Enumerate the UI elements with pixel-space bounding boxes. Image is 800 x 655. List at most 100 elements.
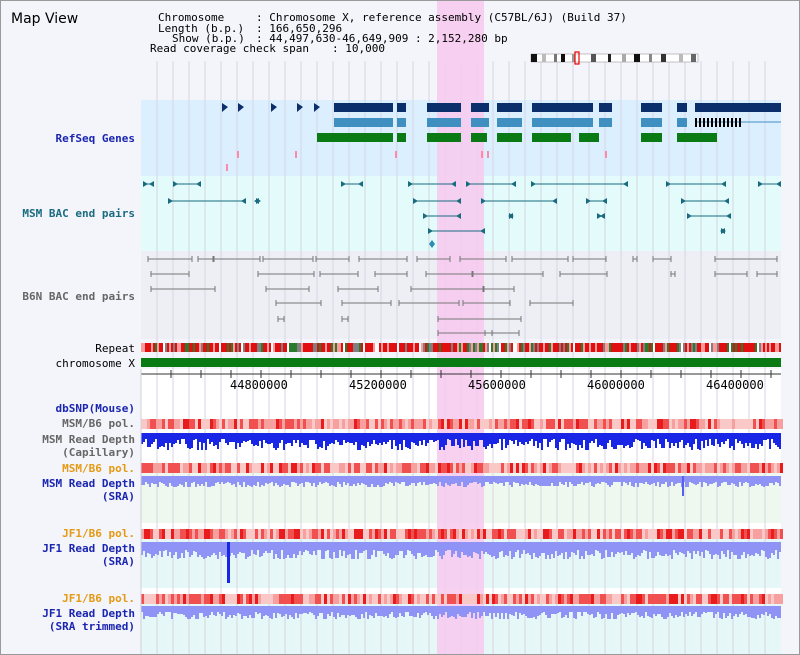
depth-bar [335,542,337,558]
depth-bar [593,606,595,618]
pol-heat-cell [531,463,534,473]
depth-bar [663,606,665,619]
repeat-block [261,343,263,352]
depth-bar [751,542,753,555]
repeat-block [579,343,581,352]
pol-heat-cell [426,529,429,539]
depth-bar [267,476,269,484]
track-label-msm-b6-pol-capillary[interactable]: MSM/B6 pol. [62,417,135,430]
depth-bar [709,542,711,554]
repeat-block [725,343,727,352]
depth-bar [583,542,585,559]
depth-bar [267,606,269,616]
pol-heat-cell [666,529,669,539]
depth-bar [217,433,219,449]
pol-heat-cell [741,594,744,604]
depth-bar [693,606,695,614]
pol-heat-cell [480,594,483,604]
pol-heat-cell [501,463,504,473]
pol-heat-cell [192,463,195,473]
pol-heat-cell [591,419,594,429]
depth-bar [235,476,237,487]
repeat-block [373,343,375,352]
depth-bar [471,542,473,558]
pol-heat-cell [366,419,369,429]
depth-bar [725,433,727,441]
depth-bar [261,433,263,448]
pol-heat-cell [708,529,711,539]
track-label-msm-read-depth-capillary[interactable]: MSM Read Depth [42,433,135,446]
bac-end-marker [466,181,471,187]
repeat-block [249,343,251,352]
repeat-block [533,343,535,352]
track-label-msm-read-depth-sra[interactable]: MSM Read Depth [42,477,135,490]
depth-bar [175,476,177,487]
depth-bar [601,433,603,446]
depth-bar [241,433,243,443]
depth-bar [441,476,443,486]
pol-heat-cell [285,419,288,429]
track-label-refseq[interactable]: RefSeq Genes [55,132,135,145]
depth-bar [731,476,733,483]
pol-heat-cell [177,419,180,429]
pol-heat-cell [756,463,759,473]
depth-bar [179,476,181,484]
repeat-block [499,343,501,352]
depth-bar [309,606,311,612]
pol-heat-cell [276,463,279,473]
pol-heat-cell [675,594,678,604]
track-label-jf1-read-depth-trimmed[interactable]: JF1 Read Depth [42,607,135,620]
pol-heat-cell [384,419,387,429]
pol-heat-cell [357,419,360,429]
repeat-block [549,343,551,352]
track-label-jf1-read-depth-sra[interactable]: JF1 Read Depth [42,542,135,555]
depth-bar [393,476,395,486]
repeat-block [233,343,235,352]
repeat-block [145,343,147,352]
pol-heat-cell [471,594,474,604]
depth-bar [441,433,443,447]
depth-bar [255,433,257,445]
depth-bar [633,606,635,613]
depth-bar [481,606,483,616]
pol-heat-cell [213,419,216,429]
pol-heat-cell [276,594,279,604]
pol-heat-cell [195,419,198,429]
depth-bar [689,542,691,553]
depth-bar [283,476,285,484]
depth-bar [181,433,183,439]
pol-heat-cell [147,419,150,429]
track-label-msm-bac[interactable]: MSM BAC end pairs [22,207,135,220]
depth-bar [515,606,517,612]
pol-heat-cell [633,419,636,429]
pol-heat-cell [423,419,426,429]
pol-heat-cell [213,463,216,473]
pol-heat-cell [675,419,678,429]
depth-bar [365,542,367,550]
depth-bar [617,476,619,482]
depth-bar [763,433,765,440]
track-label-jf1-b6-pol-sra[interactable]: JF1/B6 pol. [62,527,135,540]
repeat-block [655,343,657,352]
depth-bar [579,433,581,445]
repeat-block [309,343,311,352]
track-label-msm-b6-pol-sra[interactable]: MSM/B6 pol. [62,462,135,475]
depth-bar [385,606,387,616]
repeat-block [379,343,381,352]
repeat-block [471,343,473,352]
repeat-block [513,343,515,352]
depth-bar [221,476,223,482]
depth-bar [207,476,209,487]
depth-bar [773,606,775,619]
track-label-jf1-b6-pol-trimmed[interactable]: JF1/B6 pol. [62,592,135,605]
depth-bar [709,433,711,439]
pol-heat-cell [423,594,426,604]
track-label-dbsnp[interactable]: dbSNP(Mouse) [55,402,135,415]
depth-bar [557,606,559,613]
track-label-b6n-bac[interactable]: B6N BAC end pairs [22,290,135,303]
pol-heat-cell [597,594,600,604]
depth-bar [349,606,351,616]
pol-heat-cell [354,463,357,473]
depth-bar [369,606,371,615]
repeat-block [607,343,609,352]
